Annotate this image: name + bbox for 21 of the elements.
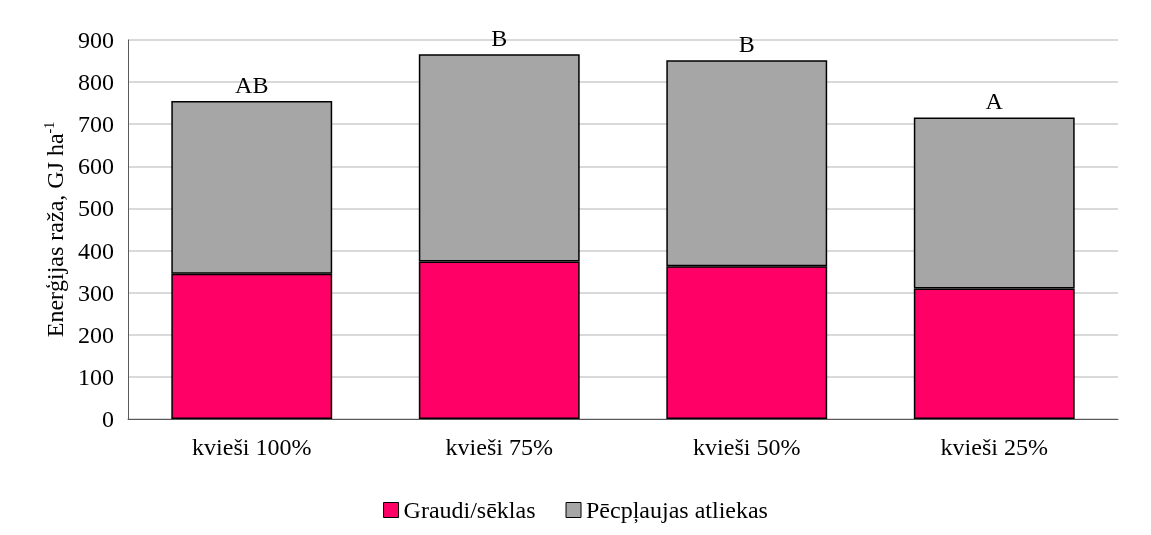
y-tick-label: 600: [78, 153, 114, 180]
y-tick-label: 400: [78, 237, 114, 264]
legend-label: Pēcpļaujas atliekas: [586, 497, 768, 524]
y-tick-label: 300: [78, 279, 114, 306]
y-axis-title: Enerģijas raža, GJ ha-1: [41, 121, 69, 338]
annotation: AB: [235, 72, 269, 99]
x-tick-label: kvieši 100%: [192, 434, 312, 460]
y-tick-label: 200: [78, 321, 114, 348]
x-tick-label: kvieši 50%: [693, 434, 801, 460]
y-tick-label: 700: [78, 111, 114, 138]
x-tick-label: kvieši 75%: [445, 434, 553, 460]
y-tick-label: 100: [78, 363, 114, 390]
annotation: B: [738, 31, 755, 58]
y-tick-label: 500: [78, 195, 114, 222]
legend-label: Graudi/sēklas: [403, 497, 536, 523]
x-tick-label: kvieši 25%: [940, 434, 1048, 460]
annotation: B: [491, 25, 508, 52]
y-tick-label: 0: [102, 406, 114, 432]
annotation: A: [985, 88, 1004, 115]
y-tick-label: 900: [78, 27, 114, 53]
y-tick-label: 800: [78, 69, 114, 96]
